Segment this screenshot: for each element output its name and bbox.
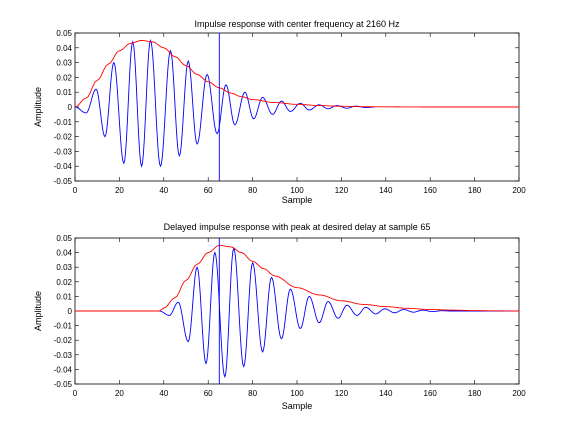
top-plot-envelope-line (74, 39, 519, 108)
top-plot-x-tick-label: 40 (159, 186, 168, 195)
bottom-plot-y-tick-label: -0.01 (54, 322, 73, 331)
top-plot-title: Impulse response with center frequency a… (194, 19, 400, 29)
bottom-plot-x-tick-label: 120 (335, 389, 349, 398)
bottom-plot-series (75, 238, 519, 384)
bottom-plot-x-tick-label: 160 (424, 389, 438, 398)
bottom-plot-y-tick-label: 0.01 (56, 292, 72, 301)
top-plot-series (74, 33, 519, 181)
bottom-plot-y-tick-label: 0.03 (56, 263, 72, 272)
top-plot-y-axis-label: Amplitude (33, 87, 43, 127)
top-plot-x-tick-label: 200 (512, 186, 526, 195)
top-plot-y-tick-label: 0.03 (56, 59, 72, 68)
top-plot-x-tick-label: 120 (335, 186, 349, 195)
top-plot-x-tick-label: 20 (115, 186, 124, 195)
top-plot-y-tick-label: 0 (68, 103, 73, 112)
bottom-plot-y-tick-label: -0.04 (54, 365, 73, 374)
top-plot-signal-line (74, 38, 375, 168)
top-plot-x-tick-label: 60 (204, 186, 213, 195)
bottom-plot-y-tick-label: 0.05 (56, 234, 72, 243)
top-plot-y-tick-label: 0.05 (56, 29, 72, 38)
top-plot-y-tick-label: -0.04 (54, 162, 73, 171)
bottom-plot-y-tick-label: 0.04 (56, 249, 72, 258)
top-plot-y-tick-label: -0.01 (54, 118, 73, 127)
bottom-plot-y-axis-label: Amplitude (33, 291, 43, 331)
top-plot-y-tick-label: 0.04 (56, 44, 72, 53)
bottom-plot-y-tick-label: 0.02 (56, 278, 72, 287)
bottom-plot-x-tick-label: 0 (73, 389, 78, 398)
top-plot-y-tick-label: 0.01 (56, 88, 72, 97)
top-plot-x-tick-label: 0 (73, 186, 78, 195)
bottom-plot-y-tick-label: -0.02 (54, 336, 73, 345)
top-plot-y-tick-label: 0.02 (56, 73, 72, 82)
bottom-plot-x-tick-label: 180 (468, 389, 482, 398)
top-plot-x-axis-label: Sample (282, 195, 313, 205)
bottom-plot-title: Delayed impulse response with peak at de… (164, 222, 431, 232)
bottom-plot-x-tick-label: 200 (512, 389, 526, 398)
bottom-plot-x-tick-label: 60 (204, 389, 213, 398)
bottom-plot-x-tick-label: 100 (290, 389, 304, 398)
bottom-plot-y-tick-label: -0.03 (54, 351, 73, 360)
top-plot-y-tick-label: -0.03 (54, 147, 73, 156)
top-plot-ticks: 0 20 40 60 80 100 120 140 160 180 200 -0.05 -0.04 -0.… (54, 29, 526, 195)
top-plot-x-tick-label: 80 (248, 186, 257, 195)
top-plot-x-tick-label: 160 (424, 186, 438, 195)
top-plot-x-tick-label: 140 (379, 186, 393, 195)
bottom-plot-x-tick-label: 40 (159, 389, 168, 398)
top-plot-x-tick-label: 100 (290, 186, 304, 195)
top-plot-x-tick-label: 180 (468, 186, 482, 195)
bottom-plot-y-tick-label: 0 (68, 307, 73, 316)
top-plot-y-tick-label: -0.02 (54, 133, 73, 142)
bottom-plot-y-tick-label: -0.05 (54, 380, 73, 389)
bottom-plot-envelope-line (75, 244, 519, 312)
top-plot-y-tick-label: -0.05 (54, 177, 73, 186)
bottom-plot-ticks: 0 20 40 60 80 100 120 140 160 180 200 -0.05 -0.04 -0.… (54, 234, 526, 398)
bottom-plot-x-tick-label: 80 (248, 389, 257, 398)
bottom-plot: Delayed impulse response with peak at de… (33, 222, 526, 411)
top-plot: Impulse response with center frequency a… (33, 19, 526, 205)
bottom-plot-x-tick-label: 140 (379, 389, 393, 398)
bottom-plot-x-axis-label: Sample (282, 401, 313, 411)
bottom-plot-x-tick-label: 20 (115, 389, 124, 398)
